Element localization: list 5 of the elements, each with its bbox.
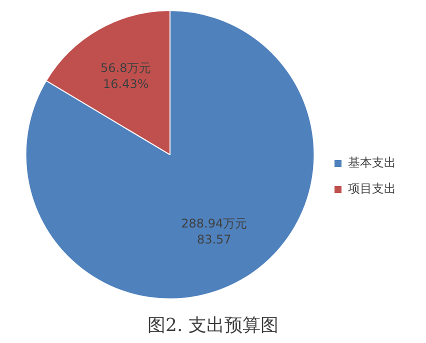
legend-label: 基本支出: [348, 156, 396, 170]
text: 图2. 支出预算图: [148, 314, 278, 336]
data-label: 56.8万元 16.43%: [100, 61, 152, 92]
data-label: 288.94万元 83.57: [181, 216, 248, 247]
legend-label: 项目支出: [348, 182, 396, 196]
